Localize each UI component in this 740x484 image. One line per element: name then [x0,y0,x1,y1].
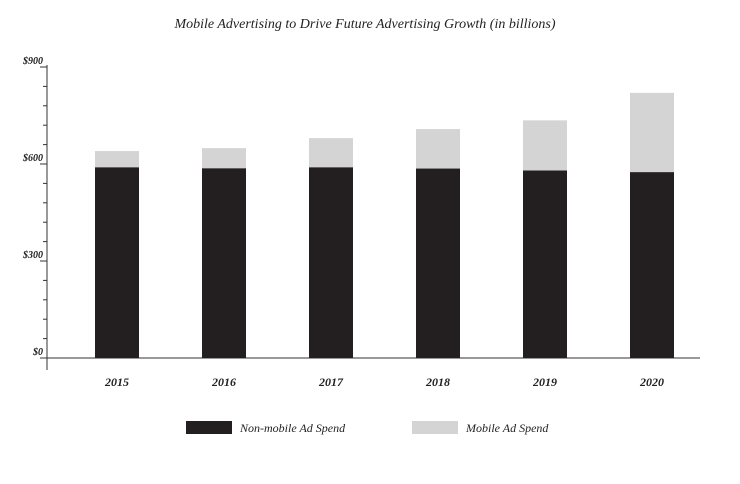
bar-non-mobile-2015 [95,167,139,358]
y-tick-label: $600 [22,153,43,164]
x-tick-label: 2015 [104,375,129,389]
bars [95,92,674,358]
legend-label: Non-mobile Ad Spend [239,421,346,435]
y-tick-label: $900 [22,56,43,67]
y-axis-ticks: $0 $300 $600 $900 [22,56,47,359]
bar-non-mobile-2016 [202,168,246,358]
x-tick-label: 2020 [639,375,664,389]
legend-swatch [186,421,232,434]
bar-non-mobile-2018 [416,168,460,358]
bar-non-mobile-2020 [630,172,674,358]
x-tick-label: 2016 [211,375,236,389]
bar-mobile-2018 [416,129,460,169]
y-tick-label: $0 [32,347,43,358]
x-tick-label: 2019 [532,375,557,389]
bar-non-mobile-2017 [309,167,353,358]
bar-mobile-2017 [309,138,353,168]
bar-mobile-2016 [202,148,246,169]
x-tick-label: 2017 [318,375,344,389]
bar-non-mobile-2019 [523,170,567,358]
y-tick-label: $300 [22,250,43,261]
bar-mobile-2020 [630,92,674,173]
x-axis-tick-labels: 2015 2016 2017 2018 2019 2020 [104,375,664,389]
legend-swatch [412,421,458,434]
legend-label: Mobile Ad Spend [465,421,549,435]
x-tick-label: 2018 [425,375,450,389]
legend: Non-mobile Ad Spend Mobile Ad Spend [186,421,549,435]
bar-mobile-2019 [523,120,567,171]
bar-mobile-2015 [95,151,139,168]
chart-title: Mobile Advertising to Drive Future Adver… [173,17,555,32]
